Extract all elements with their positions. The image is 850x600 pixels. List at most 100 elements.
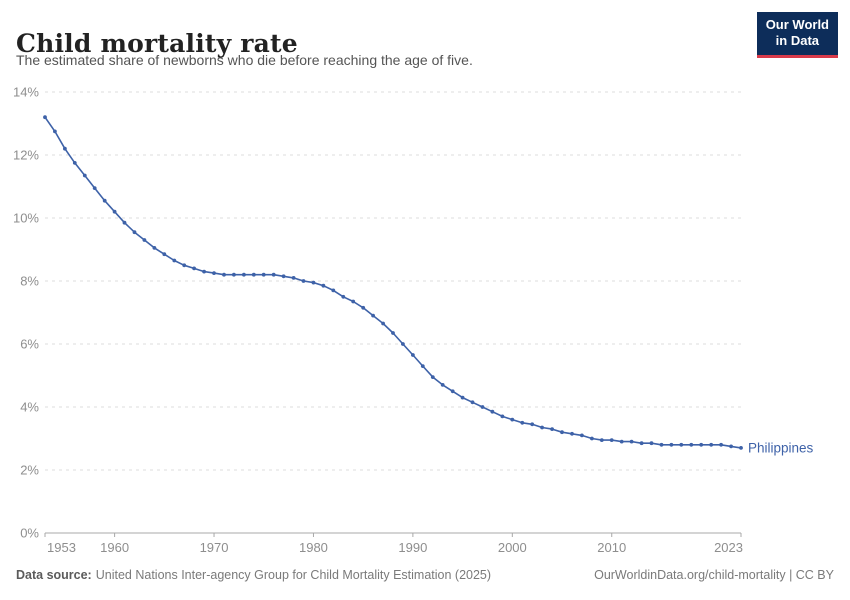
data-point[interactable] [440,383,445,387]
data-point[interactable] [510,417,515,422]
data-point[interactable] [122,220,127,225]
x-axis-tick-label: 1953 [47,540,76,555]
data-point[interactable] [619,439,624,444]
y-axis-tick-label: 12% [13,148,39,163]
data-source: Data source: United Nations Inter-agency … [16,568,491,582]
data-point[interactable] [490,409,495,414]
data-point[interactable] [659,442,664,447]
data-point[interactable] [301,279,306,283]
data-point[interactable] [669,442,674,447]
x-axis-tick-label: 1970 [200,540,229,555]
y-axis-tick-label: 6% [20,337,39,352]
data-point[interactable] [202,269,207,274]
data-point[interactable] [570,431,574,436]
data-point[interactable] [351,299,356,304]
data-point[interactable] [520,420,525,425]
data-point[interactable] [261,272,266,277]
line-series[interactable] [44,116,742,449]
data-point[interactable] [629,439,634,444]
data-point[interactable] [72,161,77,165]
data-point[interactable] [242,272,246,277]
data-point[interactable] [341,294,346,299]
y-axis-tick-label: 0% [20,526,39,541]
data-point[interactable] [729,444,733,449]
y-axis-tick-label: 4% [20,400,39,415]
data-source-text: United Nations Inter-agency Group for Ch… [95,568,492,582]
owid-citation-link[interactable]: OurWorldinData.org/child-mortality | CC … [594,568,834,582]
data-point[interactable] [222,272,226,277]
data-point[interactable] [182,263,187,268]
owid-logo[interactable]: Our World in Data [756,12,838,58]
data-point[interactable] [649,441,654,446]
data-point[interactable] [102,198,107,203]
data-point[interactable] [142,238,147,242]
y-axis-tick-label: 14% [13,85,39,100]
series-end-label[interactable]: Philippines [748,440,814,455]
data-point[interactable] [281,274,286,279]
data-point[interactable] [132,230,137,235]
data-point[interactable] [53,129,57,134]
data-point[interactable] [162,252,167,257]
data-point[interactable] [152,246,157,250]
x-axis-tick-label: 2023 [714,540,743,555]
data-point[interactable] [232,272,236,277]
data-point[interactable] [381,321,385,326]
data-point[interactable] [82,173,87,178]
x-axis-tick-label: 2010 [597,540,626,555]
data-point[interactable] [679,442,684,447]
data-point[interactable] [580,433,584,438]
data-point[interactable] [251,272,256,277]
chart-subtitle: The estimated share of newborns who die … [16,52,473,68]
data-point[interactable] [112,209,117,214]
data-point[interactable] [63,146,67,151]
data-point[interactable] [709,442,714,447]
data-point[interactable] [371,313,375,318]
x-axis-tick-label: 1990 [398,540,427,555]
data-point[interactable] [500,414,505,419]
data-point[interactable] [361,305,366,310]
data-point[interactable] [530,422,535,427]
data-point[interactable] [401,342,405,346]
owid-logo-line2: in Data [775,33,820,49]
data-point[interactable] [609,438,614,442]
x-axis-tick-label: 1960 [100,540,129,555]
data-point[interactable] [212,271,216,275]
y-axis-tick-label: 8% [20,274,39,289]
data-point[interactable] [391,331,395,335]
data-point[interactable] [480,405,485,409]
data-source-label: Data source: [16,568,92,582]
data-point[interactable] [639,441,644,446]
data-point[interactable] [719,442,723,447]
data-point[interactable] [172,258,177,263]
y-axis-tick-label: 10% [13,211,39,226]
data-point[interactable] [43,115,47,120]
data-point[interactable] [430,375,435,379]
owid-logo-line1: Our World [765,17,829,32]
data-point[interactable] [599,438,604,442]
data-point[interactable] [450,389,455,394]
data-point[interactable] [739,446,743,450]
data-point[interactable] [192,266,197,271]
data-point[interactable] [560,430,564,435]
y-axis-tick-label: 2% [20,463,39,478]
data-point[interactable] [271,272,276,277]
data-point[interactable] [92,186,97,191]
data-point[interactable] [689,442,694,447]
data-point[interactable] [291,276,296,280]
data-point[interactable] [321,283,326,288]
data-point[interactable] [590,436,594,441]
data-point[interactable] [420,364,425,368]
data-point[interactable] [699,442,704,447]
chart-footer: Data source: United Nations Inter-agency … [16,568,834,582]
data-point[interactable] [331,288,336,293]
page-title: Child mortality rate [16,28,298,58]
x-axis-tick-label: 1980 [299,540,328,555]
data-point[interactable] [411,353,415,357]
x-axis-tick-label: 2000 [498,540,527,555]
data-point[interactable] [470,400,475,405]
data-point[interactable] [540,425,544,430]
data-point[interactable] [311,280,316,285]
data-point[interactable] [550,427,554,431]
data-point[interactable] [460,395,465,400]
